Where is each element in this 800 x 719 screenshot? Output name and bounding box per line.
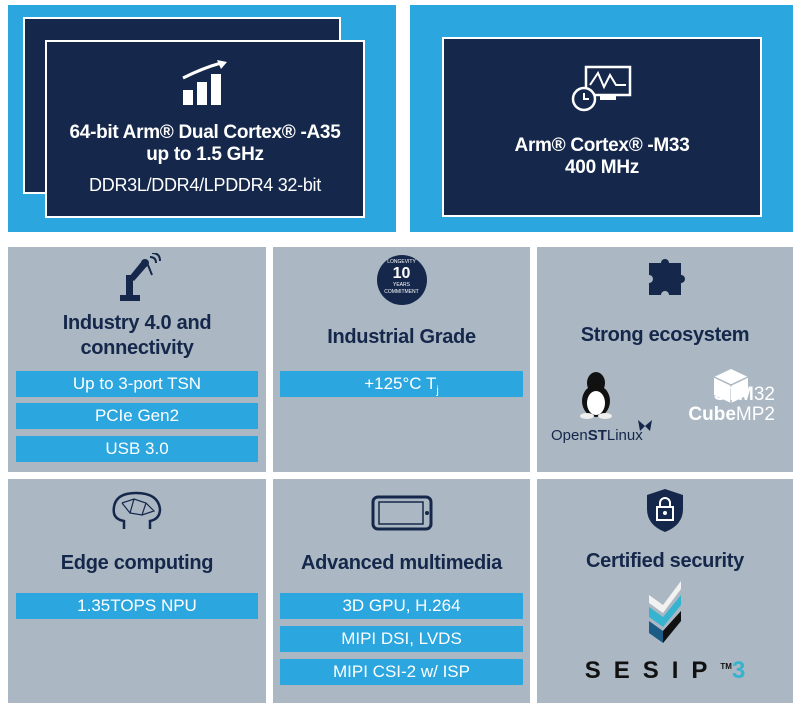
tile-title: Industrial Grade: [327, 326, 476, 348]
logo-part: ST: [587, 427, 607, 444]
tile-industrial-grade: LONGEVITY 10 YEARS COMMITMENT Industrial…: [273, 247, 530, 472]
feature-tsn: Up to 3-port TSN: [16, 371, 258, 397]
mcu-freq-line: 400 MHz: [565, 157, 639, 178]
cpu-line: 64-bit Arm® Dual Cortex® -A35: [69, 122, 341, 143]
mcu-core-line: Arm® Cortex® -M33: [514, 135, 690, 156]
feature-usb: USB 3.0: [16, 436, 258, 462]
mcu-card: Arm® Cortex® -M33 400 MHz: [442, 37, 762, 217]
feature-gpu: 3D GPU, H.264: [280, 593, 523, 619]
monitor-clock-icon: [571, 65, 632, 112]
logo-part: 32: [753, 384, 775, 405]
tile-title: Certified security: [586, 550, 744, 572]
tile-title: Industry 4.0 and connectivity: [62, 312, 212, 359]
badge-unit: YEARS: [393, 282, 410, 288]
cube-icon: [713, 369, 749, 403]
shield-lock-icon: [647, 489, 683, 532]
tile-ecosystem: Strong ecosystem OpenSTLinux STM32 CubeM…: [537, 247, 793, 472]
tux-penguin-icon: [580, 372, 612, 419]
logo-part: MP2: [735, 404, 775, 425]
sesip-text: SESIP: [584, 657, 721, 684]
temp-text: +125°C T: [364, 374, 437, 393]
top-left-panel: 64-bit Arm® Dual Cortex® -A35 up to 1.5 …: [8, 5, 396, 232]
brain-network-icon: [112, 491, 162, 529]
memory-line: DDR3L/DDR4/LPDDR4 32-bit: [89, 175, 321, 195]
puzzle-icon: [649, 259, 685, 295]
logo-part: Linux: [606, 427, 643, 444]
feature-pcie: PCIe Gen2: [16, 403, 258, 429]
tile-security: Certified security SESIPTM3: [537, 479, 793, 703]
butterfly-icon: [638, 420, 652, 431]
tile-industry: Industry 4.0 and connectivity Up to 3-po…: [8, 247, 266, 472]
badge-number: 10: [392, 265, 411, 282]
sesip-logo: SESIPTM3: [537, 657, 793, 685]
temp-subscript: j: [436, 384, 439, 397]
front-card: 64-bit Arm® Dual Cortex® -A35 up to 1.5 …: [45, 40, 365, 218]
badge-top: LONGEVITY: [387, 259, 416, 265]
sesip-tm: TM: [720, 662, 732, 671]
tile-multimedia: Advanced multimedia 3D GPU, H.264 MIPI D…: [273, 479, 530, 703]
feature-dsi: MIPI DSI, LVDS: [280, 626, 523, 652]
feature-csi: MIPI CSI-2 w/ ISP: [280, 659, 523, 685]
tile-title: Edge computing: [60, 552, 214, 574]
tile-title: Strong ecosystem: [580, 324, 750, 346]
tile-title: Advanced multimedia: [300, 552, 503, 574]
logo-part: Open: [551, 427, 588, 444]
longevity-badge-icon: LONGEVITY 10 YEARS COMMITMENT: [376, 255, 427, 305]
feature-npu: 1.35TOPS NPU: [16, 593, 258, 619]
tile-edge: Edge computing 1.35TOPS NPU: [8, 479, 266, 703]
logo-part: STM: [713, 384, 754, 405]
sesip-chevron-icon: [649, 581, 681, 643]
stm32cubemp2-logo: STM32 CubeMP2: [675, 385, 775, 425]
top-right-panel: Arm® Cortex® -M33 400 MHz: [410, 5, 793, 232]
badge-bottom: COMMITMENT: [384, 289, 419, 295]
feature-temp: +125°C Tj: [280, 371, 523, 397]
logo-part: Cube: [688, 404, 736, 425]
bar-chart-growth-icon: [182, 60, 227, 105]
sesip-level: 3: [731, 657, 746, 684]
openstlinux-logo: OpenSTLinux: [551, 427, 643, 444]
robot-arm-icon: [120, 253, 161, 301]
tablet-icon: [371, 495, 432, 531]
freq-line: up to 1.5 GHz: [146, 144, 264, 165]
